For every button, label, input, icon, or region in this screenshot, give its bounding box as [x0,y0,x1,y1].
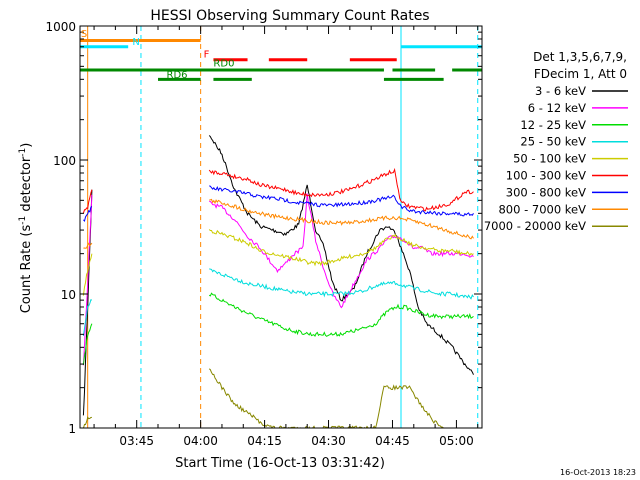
series-line [83,242,93,249]
legend-entry-label: 3 - 6 keV [535,84,586,98]
x-axis-label: Start Time (16-Oct-13 03:31:42) [175,456,385,471]
legend-header-line: Det 1,3,5,6,7,9, [533,50,627,64]
y-tick-label: 10 [61,288,76,302]
y-axis-label-part: ) [19,143,34,148]
y-axis-label: Count Rate (s-1 detector-1) [18,143,34,314]
series-line [208,229,474,267]
series-line [209,198,474,240]
legend-entry-label: 12 - 25 keV [520,118,586,132]
x-tick-label: 04:00 [183,434,218,448]
series-line [208,292,474,338]
series-line [209,193,474,309]
state-bar-label: N [132,37,139,48]
legend-entry-label: 100 - 300 keV [506,169,586,183]
plot-frame [79,25,483,429]
y-axis-label-part: detector [19,156,34,216]
legend-entry-label: 50 - 100 keV [513,152,586,166]
series-line [83,206,93,223]
x-tick-label: 04:45 [375,434,410,448]
series-line [82,416,92,428]
state-bar-layer [80,38,482,81]
series-line [208,135,474,375]
x-tick-label: 03:45 [119,434,154,448]
series-line [209,268,474,300]
legend-entry-label: 300 - 800 keV [506,185,586,199]
legend-entry-label: 6 - 12 keV [528,101,586,115]
state-bar-label: F [204,50,210,61]
x-tick-label: 04:15 [247,434,282,448]
y-tick-label: 100 [53,154,76,168]
state-bar-label: RD6 [167,70,188,81]
chart-title: HESSI Observing Summary Count Rates [150,8,429,24]
vline-layer [80,26,479,428]
series-line [208,368,444,428]
x-tick-label: 05:00 [439,434,474,448]
legend: Det 1,3,5,6,7,9, FDecim 1, Att 0 3 - 6 k… [484,50,628,233]
series-layer [82,135,474,428]
plot-area [80,26,482,428]
y-axis-label-part: Count Rate (s [19,225,34,314]
state-bar-label: S [81,29,87,40]
y-tick-label: 1000 [45,20,76,34]
legend-entry-label: 7000 - 20000 keV [484,219,586,233]
legend-header-line: FDecim 1, Att 0 [534,67,627,81]
series-line [82,323,93,365]
legend-entry-label: 800 - 7000 keV [498,202,586,216]
x-tick-label: 04:30 [311,434,346,448]
series-line [82,253,93,296]
y-axis-ticks: 1 10 100 1000 [45,20,482,436]
state-bar-label: RD0 [213,58,234,69]
legend-entry-label: 25 - 50 keV [520,135,586,149]
series-line [82,189,93,214]
series-line [208,167,474,212]
y-axis-label-sup: -1 [18,216,28,225]
series-line [82,299,93,336]
y-tick-label: 1 [68,422,76,436]
series-line [209,185,474,217]
y-axis-label-sup: -1 [18,148,28,157]
x-axis-ticks: 03:45 04:00 04:15 04:30 04:45 05:00 [93,26,479,448]
series-line [82,194,93,366]
plot-timestamp: 16-Oct-2013 18:23 [560,468,636,477]
